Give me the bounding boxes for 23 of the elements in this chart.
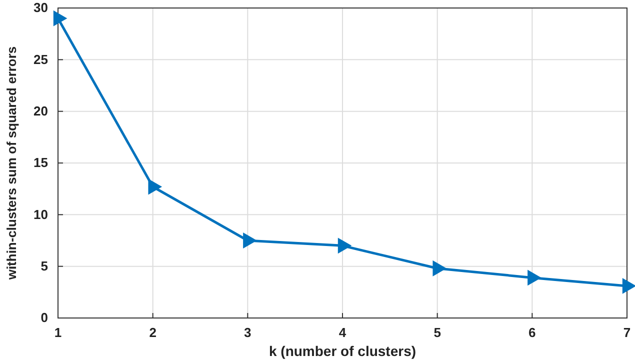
x-axis-title: k (number of clusters) xyxy=(268,343,416,359)
point xyxy=(148,178,162,195)
point xyxy=(528,270,542,286)
y-tick-label: 0 xyxy=(40,310,48,326)
x-tick-label: 5 xyxy=(434,325,441,340)
point xyxy=(338,238,352,254)
x-tick-label: 6 xyxy=(528,325,536,340)
y-tick-label: 30 xyxy=(34,0,48,16)
x-tick-label: 7 xyxy=(623,325,631,340)
y-tick-label: 25 xyxy=(34,52,48,67)
point xyxy=(622,278,635,294)
x-tick-label: 2 xyxy=(149,325,156,340)
point xyxy=(53,10,68,26)
y-tick-label: 5 xyxy=(40,258,48,274)
y-tick-label: 20 xyxy=(34,103,48,118)
x-tick-label: 3 xyxy=(244,325,252,340)
point xyxy=(243,232,257,248)
y-tick-label: 15 xyxy=(34,155,48,170)
point xyxy=(432,260,447,276)
y-axis-title: within-clusters sum of squared errors xyxy=(4,46,19,281)
y-tick-label: 10 xyxy=(34,206,48,222)
x-tick-label: 4 xyxy=(338,325,347,340)
x-tick-label: 1 xyxy=(54,325,62,340)
